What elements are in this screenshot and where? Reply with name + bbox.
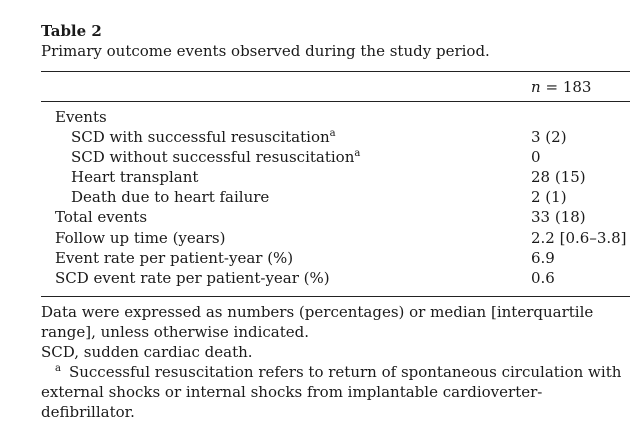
table-title: Table 2 xyxy=(41,22,102,40)
footnote-abbreviation: SCD, sudden cardiac death. xyxy=(41,343,253,361)
row-label: SCD without successful resuscitation xyxy=(71,148,355,166)
row-label-group: SCD without successful resuscitationa xyxy=(71,148,360,166)
table-bottom-rule xyxy=(41,296,630,297)
row-value: 2.2 [0.6–3.8] xyxy=(531,229,627,247)
row-label: Events xyxy=(55,108,107,126)
column-header-variable: n xyxy=(531,78,541,96)
row-label: Follow up time (years) xyxy=(55,229,226,247)
footnote-general: Data were expressed as numbers (percenta… xyxy=(41,303,594,341)
row-value: 6.9 xyxy=(531,249,555,267)
row-label: Event rate per patient-year (%) xyxy=(55,249,294,267)
table-row: SCD with successful resuscitationa 3 (2) xyxy=(0,128,640,148)
footnote-a: a Successful resuscitation refers to retu… xyxy=(41,362,636,422)
row-value: 2 (1) xyxy=(531,188,567,206)
row-label: SCD with successful resuscitation xyxy=(71,128,330,146)
table-caption: Primary outcome events observed during t… xyxy=(41,42,490,60)
row-label: Heart transplant xyxy=(71,168,199,186)
row-value: 33 (18) xyxy=(531,208,586,226)
row-value: 0 xyxy=(531,148,541,166)
table-row: SCD event rate per patient-year (%) 0.6 xyxy=(0,269,640,289)
footnote-a-text: Successful resuscitation refers to retur… xyxy=(41,363,622,421)
row-label-group: SCD with successful resuscitationa xyxy=(71,128,336,146)
table-row: Total events 33 (18) xyxy=(0,208,640,228)
row-value: 3 (2) xyxy=(531,128,567,146)
row-label: SCD event rate per patient-year (%) xyxy=(55,269,330,287)
column-header: n = 183 xyxy=(531,78,591,96)
footnote-marker: a xyxy=(329,128,336,139)
footnote-marker: a xyxy=(354,148,361,159)
table-row: Death due to heart failure 2 (1) xyxy=(0,188,640,208)
table-header-rule xyxy=(41,101,630,102)
table-row: Follow up time (years) 2.2 [0.6–3.8] xyxy=(0,229,640,249)
table-row: SCD without successful resuscitationa 0 xyxy=(0,148,640,168)
column-header-value: 183 xyxy=(562,78,592,96)
table-row: Events xyxy=(0,108,640,128)
footnote-a-marker: a xyxy=(55,363,61,374)
row-value: 28 (15) xyxy=(531,168,586,186)
table-top-rule xyxy=(41,71,630,72)
table-row: Heart transplant 28 (15) xyxy=(0,168,640,188)
row-label: Death due to heart failure xyxy=(71,188,270,206)
column-header-equals: = xyxy=(545,78,559,96)
row-label: Total events xyxy=(55,208,148,226)
row-value: 0.6 xyxy=(531,269,555,287)
table-row: Event rate per patient-year (%) 6.9 xyxy=(0,249,640,269)
